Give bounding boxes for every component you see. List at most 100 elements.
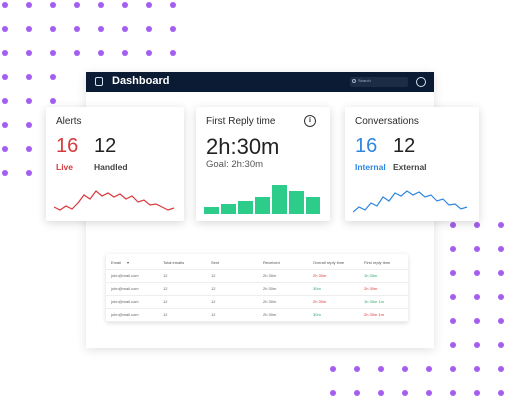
table-header-received[interactable]: Received	[263, 260, 280, 265]
email-stats-table: Email ▾ Total emails Sent Received Overa…	[106, 254, 408, 322]
decorative-dot	[498, 342, 504, 348]
decorative-dot	[450, 222, 456, 228]
decorative-dot	[2, 98, 8, 104]
table-row[interactable]: john@mail.com 12 12 2h 30m 2h 30m 1h 30m	[106, 269, 408, 283]
decorative-dot	[122, 2, 128, 8]
user-avatar-icon[interactable]	[416, 77, 426, 87]
decorative-dot	[74, 2, 80, 8]
decorative-dot	[26, 2, 32, 8]
decorative-dot	[474, 366, 480, 372]
table-header-sent[interactable]: Sent	[211, 260, 220, 265]
conversations-internal-count: 16	[355, 135, 378, 157]
alerts-title: Alerts	[56, 116, 82, 127]
decorative-dot	[450, 390, 456, 396]
table-header-overall-reply[interactable]: Overall reply time	[313, 260, 345, 265]
decorative-dot	[474, 246, 480, 252]
conversations-title: Conversations	[355, 116, 419, 127]
decorative-dot	[146, 26, 152, 32]
decorative-dot	[26, 170, 32, 176]
decorative-dot	[354, 366, 360, 372]
decorative-dot	[50, 2, 56, 8]
decorative-dot	[498, 246, 504, 252]
app-title: Dashboard	[112, 75, 170, 87]
decorative-dot	[450, 246, 456, 252]
decorative-dot	[426, 366, 432, 372]
decorative-dot	[498, 390, 504, 396]
decorative-dot	[26, 122, 32, 128]
decorative-dot	[122, 50, 128, 56]
bar	[289, 191, 304, 214]
cell-first-reply: 2h 30m	[364, 286, 378, 291]
conversations-card[interactable]: Conversations 16 Internal 12 External	[345, 107, 479, 221]
decorative-dot	[74, 50, 80, 56]
decorative-dot	[498, 270, 504, 276]
cell-sent: 12	[211, 312, 216, 317]
decorative-dot	[426, 390, 432, 396]
alerts-sparkline	[54, 190, 175, 211]
cell-first-reply: 1h 30m	[364, 273, 378, 278]
decorative-dot	[330, 390, 336, 396]
table-header-email[interactable]: Email	[111, 260, 122, 265]
decorative-dot	[2, 50, 8, 56]
decorative-dot	[378, 390, 384, 396]
decorative-dot	[450, 318, 456, 324]
decorative-dot	[146, 2, 152, 8]
alerts-live-count: 16	[56, 135, 79, 157]
cell-received: 2h 30m	[263, 312, 277, 317]
conversations-external-label: External	[393, 162, 427, 172]
first-reply-bar-chart	[204, 185, 320, 214]
decorative-dot	[474, 270, 480, 276]
decorative-dot	[26, 50, 32, 56]
cell-received: 2h 30m	[263, 273, 277, 278]
table-row[interactable]: john@mail.com 12 12 2h 30m 2h 30m 1h 30m 1m	[106, 295, 408, 309]
conversations-internal-label: Internal	[355, 162, 386, 172]
table-header-total[interactable]: Total emails	[163, 260, 185, 265]
cell-email: john@mail.com	[111, 286, 139, 291]
table-header-row: Email ▾ Total emails Sent Received Overa…	[106, 256, 408, 270]
first-reply-goal: Goal: 2h:30m	[206, 159, 264, 170]
conversations-sparkline	[353, 190, 468, 213]
decorative-dot	[354, 390, 360, 396]
info-icon[interactable]: i	[304, 115, 316, 127]
decorative-dot	[170, 26, 176, 32]
decorative-dot	[50, 26, 56, 32]
cell-total: 12	[163, 312, 168, 317]
cell-sent: 12	[211, 273, 216, 278]
chevron-down-icon[interactable]: ▾	[127, 260, 130, 265]
cell-received: 2h 30m	[263, 286, 277, 291]
decorative-dot	[498, 222, 504, 228]
cell-overall-reply: 30m	[313, 312, 321, 317]
decorative-dot	[474, 318, 480, 324]
cell-email: john@mail.com	[111, 312, 139, 317]
decorative-dot	[2, 170, 8, 176]
cell-sent: 12	[211, 299, 216, 304]
search-placeholder: Search	[358, 78, 371, 83]
alerts-handled-label: Handled	[94, 162, 128, 172]
table-row[interactable]: john@mail.com 12 12 2h 30m 30m 2h 30m 1m	[106, 308, 408, 322]
alerts-card[interactable]: Alerts 16 Live 12 Handled	[46, 107, 184, 221]
first-reply-card[interactable]: First Reply time i 2h:30m Goal: 2h:30m	[196, 107, 330, 221]
cell-overall-reply: 2h 30m	[313, 273, 327, 278]
bar	[306, 197, 320, 214]
table-header-first-reply[interactable]: First reply time	[364, 260, 391, 265]
decorative-dot	[146, 50, 152, 56]
cell-total: 12	[163, 286, 168, 291]
title-bar: Dashboard Search	[86, 72, 434, 92]
search-input[interactable]: Search	[350, 77, 408, 87]
decorative-dot	[2, 146, 8, 152]
first-reply-title: First Reply time	[206, 116, 276, 127]
decorative-dot	[2, 122, 8, 128]
decorative-dot	[474, 390, 480, 396]
cell-received: 2h 30m	[263, 299, 277, 304]
decorative-dot	[170, 50, 176, 56]
conversations-external-count: 12	[393, 135, 416, 157]
decorative-dot	[450, 270, 456, 276]
alerts-live-label: Live	[56, 162, 74, 172]
decorative-dot	[330, 366, 336, 372]
decorative-dot	[26, 26, 32, 32]
decorative-dot	[474, 342, 480, 348]
cell-sent: 12	[211, 286, 216, 291]
decorative-dot	[450, 294, 456, 300]
decorative-dot	[450, 342, 456, 348]
table-row[interactable]: john@mail.com 12 12 2h 30m 30m 2h 30m	[106, 282, 408, 296]
